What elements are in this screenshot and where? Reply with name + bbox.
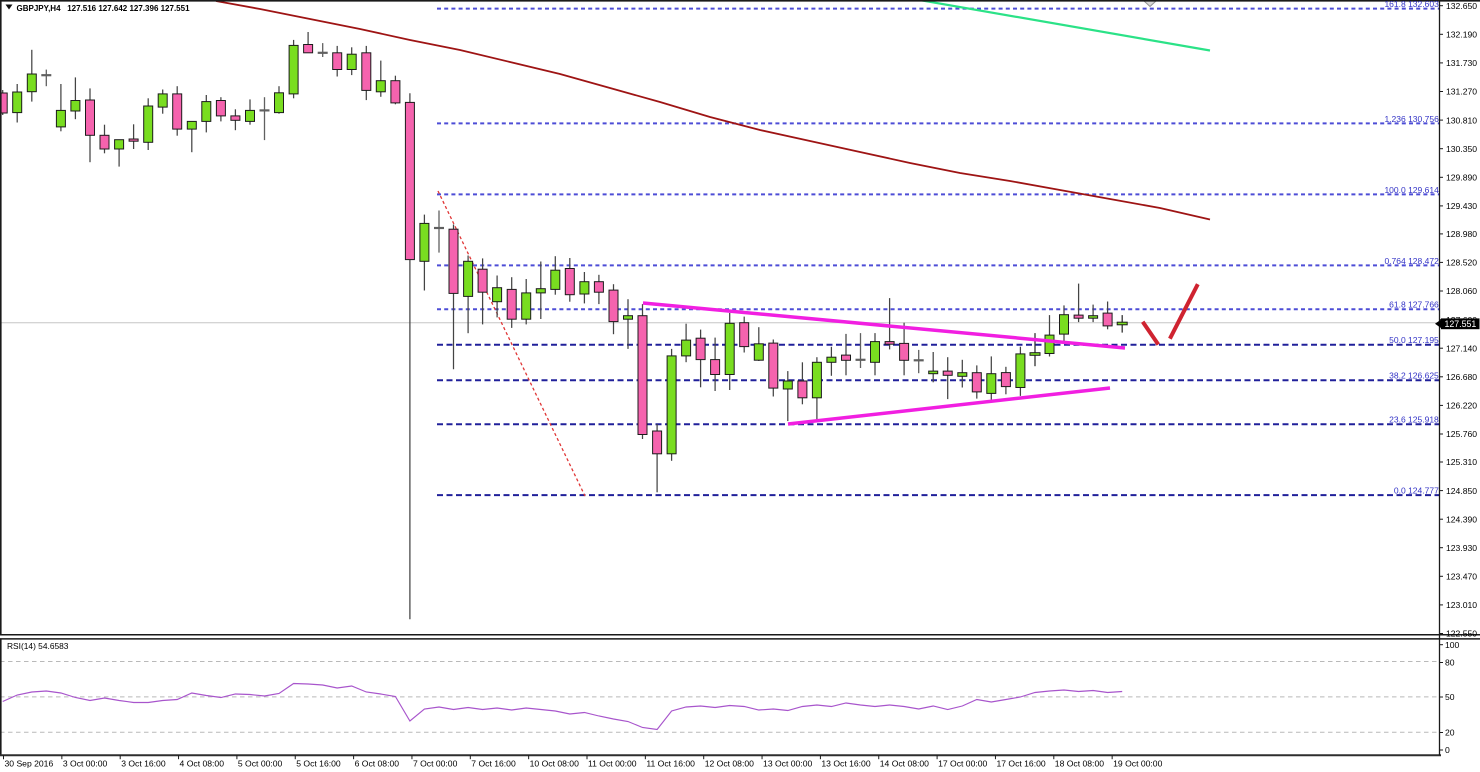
svg-text:13 Oct 00:00: 13 Oct 00:00 [763,759,812,769]
svg-text:126.220: 126.220 [1446,401,1477,411]
svg-text:129.430: 129.430 [1446,201,1477,211]
svg-text:3 Oct 00:00: 3 Oct 00:00 [63,759,108,769]
svg-text:11 Oct 16:00: 11 Oct 16:00 [646,759,695,769]
svg-text:RSI(14) 54.6583: RSI(14) 54.6583 [7,641,69,651]
svg-text:50.0 127.195: 50.0 127.195 [1389,335,1439,345]
svg-text:3 Oct 16:00: 3 Oct 16:00 [121,759,166,769]
svg-text:124.850: 124.850 [1446,486,1477,496]
svg-text:100: 100 [1445,640,1460,650]
svg-text:GBPJPY,H4 127.516 127.642 12: GBPJPY,H4 127.516 127.642 127.396 127.55… [17,4,191,13]
svg-text:0.764 128.472: 0.764 128.472 [1384,256,1439,266]
svg-text:128.520: 128.520 [1446,258,1477,268]
svg-text:127.140: 127.140 [1446,343,1477,353]
svg-text:123.010: 123.010 [1446,600,1477,610]
svg-text:0.0 124.777: 0.0 124.777 [1394,486,1439,496]
svg-text:18 Oct 08:00: 18 Oct 08:00 [1055,759,1104,769]
svg-text:7 Oct 00:00: 7 Oct 00:00 [413,759,458,769]
svg-text:123.470: 123.470 [1446,572,1477,582]
svg-text:6 Oct 08:00: 6 Oct 08:00 [355,759,400,769]
svg-text:50: 50 [1445,692,1455,702]
svg-text:80: 80 [1445,658,1455,668]
svg-text:7 Oct 16:00: 7 Oct 16:00 [471,759,516,769]
svg-text:161.8 132.603: 161.8 132.603 [1384,0,1439,9]
svg-text:131.270: 131.270 [1446,87,1477,97]
svg-text:11 Oct 00:00: 11 Oct 00:00 [588,759,637,769]
svg-text:125.760: 125.760 [1446,429,1477,439]
svg-text:124.390: 124.390 [1446,514,1477,524]
svg-text:20: 20 [1445,728,1455,738]
svg-text:127.551: 127.551 [1445,319,1477,329]
svg-text:100.0 129.614: 100.0 129.614 [1384,185,1439,195]
svg-text:30 Sep 2016: 30 Sep 2016 [5,759,54,769]
svg-text:12 Oct 08:00: 12 Oct 08:00 [705,759,754,769]
svg-text:128.980: 128.980 [1446,229,1477,239]
svg-text:38.2 126.625: 38.2 126.625 [1389,371,1439,381]
svg-text:14 Oct 08:00: 14 Oct 08:00 [880,759,929,769]
svg-text:126.680: 126.680 [1446,372,1477,382]
svg-text:132.190: 132.190 [1446,30,1477,40]
svg-text:131.730: 131.730 [1446,58,1477,68]
svg-text:1.236 130.756: 1.236 130.756 [1384,114,1439,124]
svg-text:128.060: 128.060 [1446,286,1477,296]
svg-text:17 Oct 16:00: 17 Oct 16:00 [996,759,1045,769]
svg-text:5 Oct 16:00: 5 Oct 16:00 [296,759,341,769]
svg-text:10 Oct 08:00: 10 Oct 08:00 [530,759,579,769]
svg-text:61.8 127.766: 61.8 127.766 [1389,300,1439,310]
svg-text:4 Oct 08:00: 4 Oct 08:00 [180,759,225,769]
svg-text:132.650: 132.650 [1446,1,1477,11]
svg-text:123.930: 123.930 [1446,543,1477,553]
svg-text:5 Oct 00:00: 5 Oct 00:00 [238,759,283,769]
svg-text:122.550: 122.550 [1446,629,1477,639]
svg-text:13 Oct 16:00: 13 Oct 16:00 [821,759,870,769]
svg-text:19 Oct 00:00: 19 Oct 00:00 [1113,759,1162,769]
svg-text:130.350: 130.350 [1446,144,1477,154]
svg-text:0: 0 [1445,745,1450,755]
svg-text:23.6 125.918: 23.6 125.918 [1389,415,1439,425]
svg-text:125.310: 125.310 [1446,457,1477,467]
svg-text:129.890: 129.890 [1446,173,1477,183]
svg-text:130.810: 130.810 [1446,115,1477,125]
svg-text:17 Oct 00:00: 17 Oct 00:00 [938,759,987,769]
